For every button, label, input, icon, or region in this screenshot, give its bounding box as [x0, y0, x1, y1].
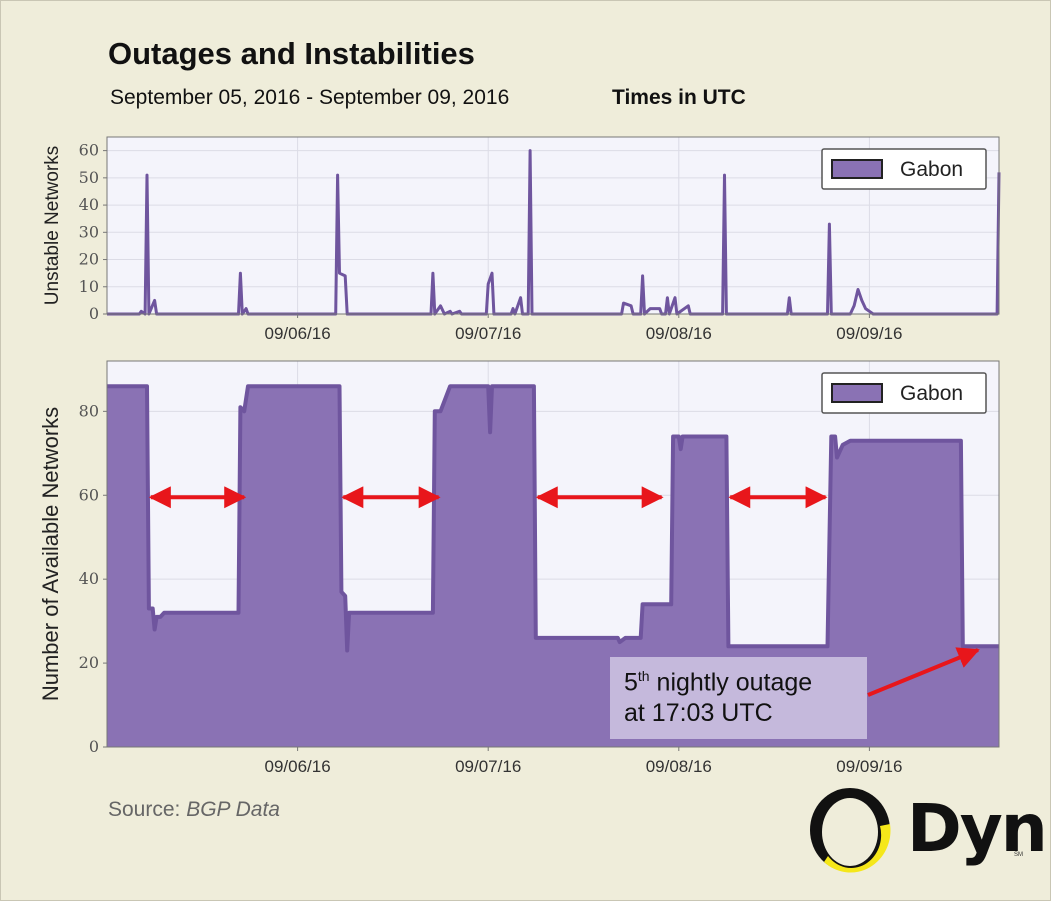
source-value: BGP Data — [186, 798, 280, 821]
legend-swatch — [831, 383, 883, 403]
legend-label: Gabon — [900, 158, 963, 181]
y-axis-label: Unstable Networks — [42, 146, 63, 305]
plot-border — [106, 136, 1000, 315]
x-tick-label: 09/09/16 — [836, 757, 902, 776]
x-tick-label: 09/06/16 — [265, 324, 331, 343]
y-tick-label: 0 — [89, 304, 99, 323]
x-tick-label: 09/08/16 — [646, 324, 712, 343]
annotation-arrow — [867, 647, 980, 697]
x-tick-label: 09/07/16 — [455, 757, 521, 776]
series-area-gabon — [107, 386, 999, 747]
y-tick-label: 10 — [79, 277, 99, 296]
y-tick-label: 60 — [79, 485, 99, 504]
y-tick-label: 60 — [79, 141, 99, 160]
y-tick-label: 20 — [79, 250, 99, 269]
legend-label: Gabon — [900, 382, 963, 405]
plot-border — [106, 360, 1000, 748]
page-title: Outages and Instabilities — [108, 36, 475, 71]
source-note: Source: BGP Data — [108, 798, 280, 822]
y-tick-label: 50 — [79, 168, 99, 187]
y-axis-label: Number of Available Networks — [38, 407, 63, 701]
outage-arrows — [148, 486, 980, 697]
annotation-ordinal: 5 — [624, 668, 638, 697]
x-tick-label: 09/06/16 — [265, 757, 331, 776]
annotation-line1: nightly outage — [649, 668, 813, 697]
y-tick-label: 30 — [79, 222, 99, 241]
unstable-networks-panel: 0 10 20 30 40 50 60 09/06/16 09/07/16 09/08/16 09/… — [42, 136, 1001, 343]
y-tick-label: 0 — [89, 737, 99, 756]
annotation-line2: at 17:03 UTC — [624, 699, 773, 728]
x-tick-label: 09/07/16 — [455, 324, 521, 343]
logo-text: Dyn — [907, 790, 1048, 867]
y-tick-label: 40 — [79, 569, 99, 588]
timezone-label: Times in UTC — [612, 86, 746, 109]
x-tick-label: 09/08/16 — [646, 757, 712, 776]
date-range: September 05, 2016 - September 09, 2016 — [110, 86, 510, 109]
y-tick-label: 20 — [79, 653, 99, 672]
service-mark: SM — [1014, 852, 1023, 858]
dyn-logo-icon — [810, 788, 891, 873]
source-label: Source: — [108, 798, 181, 821]
y-tick-label: 80 — [79, 401, 99, 420]
x-tick-label: 09/09/16 — [836, 324, 902, 343]
y-tick-label: 40 — [79, 195, 99, 214]
annotation-suffix: th — [637, 668, 650, 684]
series-line-gabon — [107, 384, 999, 653]
outage-annotation: 5th nightly outage at 17:03 UTC — [610, 657, 867, 739]
legend-swatch — [831, 159, 883, 179]
